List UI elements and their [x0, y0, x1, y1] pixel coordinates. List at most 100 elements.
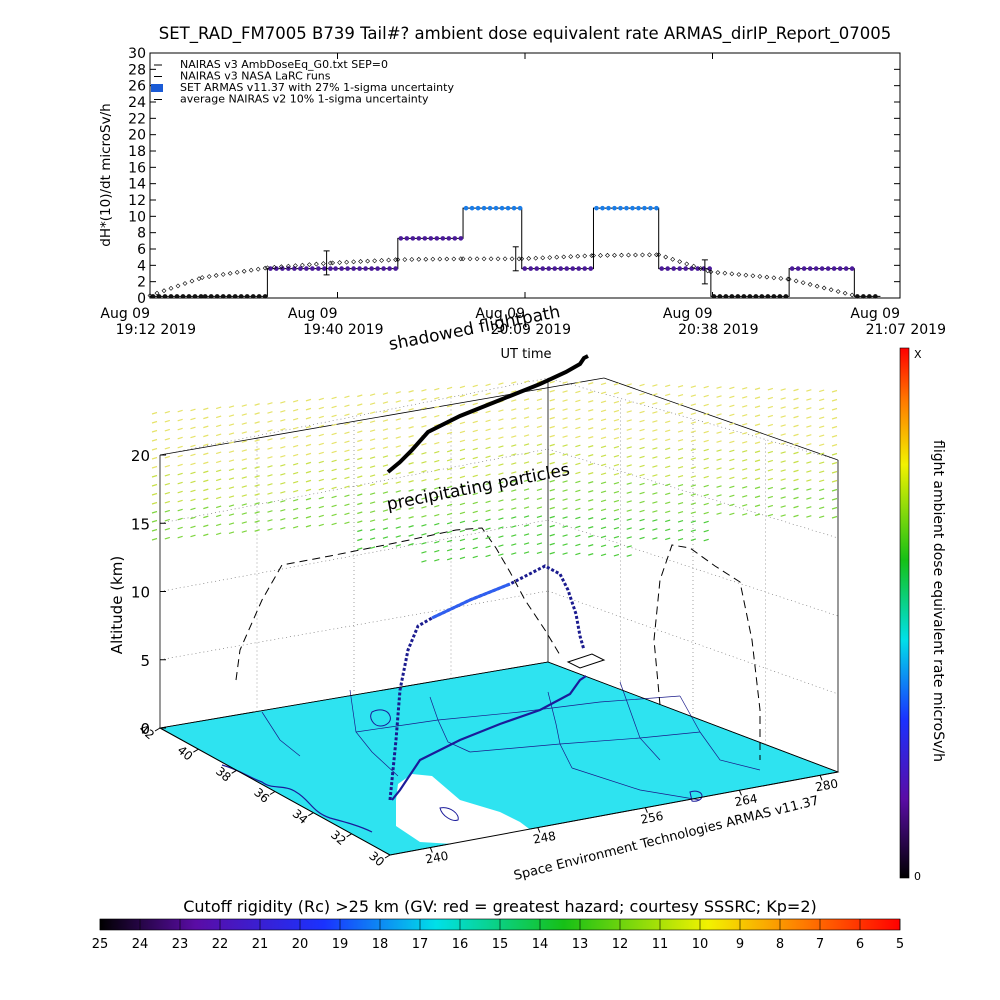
- particle-mark: [151, 420, 158, 424]
- nairas-point: [640, 252, 645, 258]
- particle-mark: [742, 387, 748, 390]
- lon-tick-label: 264: [734, 791, 759, 809]
- armas-point: [198, 294, 204, 299]
- particle-mark: [215, 505, 222, 509]
- particle-mark: [318, 415, 324, 419]
- armas-point: [262, 294, 268, 299]
- particle-mark: [716, 476, 722, 479]
- particle-mark: [498, 382, 504, 386]
- particle-mark: [446, 485, 453, 489]
- legend-label: NAIRAS v3 AmbDoseEq_G0.txt SEP=0: [180, 58, 388, 71]
- particle-mark: [408, 390, 414, 393]
- lat-tick: [231, 769, 237, 774]
- particle-mark: [767, 396, 774, 400]
- particle-mark: [357, 538, 363, 542]
- particle-mark: [665, 528, 671, 532]
- particle-mark: [357, 475, 363, 479]
- particle-mark: [536, 389, 543, 393]
- particle-mark: [318, 406, 324, 410]
- nairas-point: [647, 252, 652, 258]
- particle-mark: [305, 443, 312, 447]
- particle-mark: [754, 396, 761, 400]
- particle-mark: [190, 525, 196, 529]
- particle-mark: [421, 505, 427, 509]
- particle-mark: [818, 515, 825, 519]
- particle-mark: [267, 411, 273, 414]
- particle-mark: [318, 451, 324, 455]
- armas-point: [789, 266, 795, 271]
- armas-point: [375, 266, 380, 271]
- armas-point: [528, 266, 534, 271]
- armas-point: [369, 266, 374, 271]
- particle-mark: [742, 441, 748, 444]
- x-tick-date: Aug 09: [850, 306, 900, 322]
- nairas-point: [582, 253, 588, 259]
- x-tick-time: 20:38 2019: [678, 322, 758, 338]
- nairas-point: [199, 275, 205, 281]
- nairas-point: [168, 285, 174, 291]
- particle-mark: [626, 536, 632, 539]
- particle-mark: [716, 404, 722, 407]
- armas-point: [665, 266, 670, 271]
- particle-mark: [459, 439, 466, 443]
- dose-colorbar-min: 0: [914, 870, 921, 883]
- particle-mark: [408, 471, 414, 474]
- particle-mark: [485, 482, 491, 486]
- particle-mark: [690, 412, 697, 416]
- particle-mark: [613, 553, 620, 557]
- particle-mark: [511, 417, 517, 420]
- nairas-point: [612, 252, 617, 258]
- particle-mark: [369, 519, 376, 522]
- particle-mark: [280, 427, 286, 431]
- particle-mark: [357, 448, 363, 452]
- particle-mark: [690, 457, 697, 461]
- particle-mark: [151, 465, 158, 469]
- armas-point: [522, 266, 528, 271]
- particle-mark: [742, 423, 748, 426]
- particle-mark: [485, 527, 491, 531]
- particle-mark: [613, 517, 620, 521]
- particle-mark: [344, 440, 350, 444]
- particle-mark: [472, 411, 478, 415]
- particle-mark: [780, 397, 786, 400]
- particle-mark: [357, 502, 363, 506]
- particle-mark: [536, 533, 543, 537]
- particle-mark: [639, 500, 645, 504]
- nairas-point: [365, 258, 371, 264]
- particle-mark: [562, 381, 568, 384]
- particle-mark: [742, 405, 748, 408]
- particle-mark: [793, 397, 799, 401]
- nairas-point: [248, 267, 254, 273]
- particle-mark: [215, 433, 222, 437]
- particle-mark: [818, 434, 825, 438]
- particle-mark: [703, 412, 709, 416]
- particle-mark: [305, 515, 312, 519]
- particle-mark: [382, 401, 389, 404]
- particle-mark: [536, 407, 543, 411]
- particle-mark: [665, 483, 671, 487]
- nairas-point: [764, 274, 770, 280]
- particle-mark: [228, 459, 235, 463]
- particle-mark: [588, 553, 594, 556]
- nairas-point: [220, 272, 226, 277]
- particle-mark: [446, 440, 453, 444]
- nairas-point: [292, 263, 298, 269]
- particle-mark: [215, 451, 222, 455]
- particle-mark: [818, 443, 825, 447]
- particle-mark: [639, 419, 645, 423]
- particle-mark: [485, 491, 491, 495]
- particle-mark: [357, 511, 363, 515]
- particle-mark: [575, 498, 581, 502]
- y-tick-label: 14: [128, 177, 146, 193]
- particle-mark: [498, 454, 504, 458]
- particle-mark: [446, 503, 453, 507]
- nairas-point: [234, 269, 240, 275]
- particle-mark: [395, 445, 401, 448]
- particle-mark: [459, 529, 466, 533]
- particle-mark: [151, 411, 158, 415]
- particle-mark: [357, 394, 363, 398]
- particle-mark: [215, 487, 222, 491]
- particle-mark: [600, 544, 607, 548]
- particle-mark: [228, 531, 235, 535]
- particle-mark: [344, 413, 350, 417]
